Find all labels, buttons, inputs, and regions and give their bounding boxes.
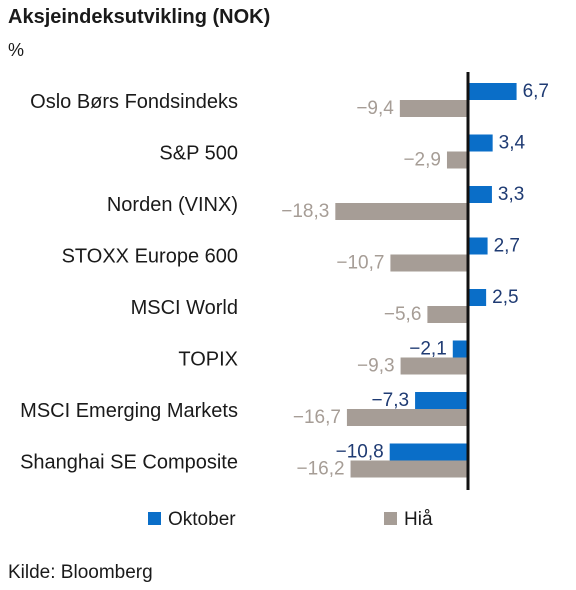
category-label: Norden (VINX) bbox=[107, 194, 238, 216]
oktober-value-label: −10,8 bbox=[336, 442, 384, 463]
oktober-bar bbox=[468, 289, 487, 306]
hia-bar bbox=[446, 151, 468, 169]
oktober-value-label: −2,1 bbox=[409, 339, 447, 360]
category-label: MSCI World bbox=[131, 297, 238, 319]
oktober-value-label: 3,4 bbox=[499, 133, 526, 154]
oktober-bar bbox=[452, 340, 468, 358]
chart-source: Kilde: Bloomberg bbox=[8, 562, 153, 583]
hia-value-label: −5,6 bbox=[384, 304, 422, 325]
hia-value-label: −16,7 bbox=[293, 407, 341, 428]
category-label: STOXX Europe 600 bbox=[62, 246, 238, 268]
oktober-value-label: 2,7 bbox=[494, 236, 520, 257]
legend-swatch bbox=[384, 512, 397, 525]
oktober-value-label: 3,3 bbox=[498, 184, 524, 205]
oktober-bar bbox=[415, 392, 468, 409]
hia-value-label: −2,9 bbox=[403, 150, 441, 171]
category-label: Oslo Børs Fondsindeks bbox=[30, 91, 238, 113]
hia-bar bbox=[350, 460, 468, 478]
hia-bar bbox=[399, 100, 468, 117]
oktober-value-label: 2,5 bbox=[492, 287, 518, 308]
category-label: MSCI Emerging Markets bbox=[20, 400, 238, 422]
oktober-bar bbox=[468, 186, 492, 203]
legend-label: Hiå bbox=[404, 509, 433, 530]
hia-value-label: −9,4 bbox=[356, 98, 394, 119]
oktober-bar bbox=[389, 443, 468, 461]
hia-bar bbox=[346, 409, 468, 426]
category-label: Shanghai SE Composite bbox=[20, 452, 238, 474]
hia-bar bbox=[335, 203, 468, 220]
chart-unit: % bbox=[8, 40, 25, 60]
hia-bar bbox=[400, 357, 468, 375]
hia-value-label: −10,7 bbox=[336, 253, 384, 274]
oktober-value-label: 6,7 bbox=[523, 81, 549, 102]
hia-bar bbox=[390, 254, 468, 272]
chart-title: Aksjeindeksutvikling (NOK) bbox=[8, 6, 271, 28]
hia-value-label: −16,2 bbox=[296, 459, 344, 480]
legend-label: Oktober bbox=[168, 509, 236, 530]
oktober-value-label: −7,3 bbox=[372, 390, 410, 411]
hia-bar bbox=[427, 306, 468, 323]
hia-value-label: −9,3 bbox=[357, 356, 395, 377]
hia-value-label: −18,3 bbox=[281, 201, 329, 222]
category-label: S&P 500 bbox=[159, 143, 238, 165]
oktober-bar bbox=[468, 237, 488, 255]
oktober-bar bbox=[468, 134, 493, 152]
category-label: TOPIX bbox=[178, 349, 238, 371]
oktober-bar bbox=[468, 83, 517, 100]
legend-swatch bbox=[148, 512, 161, 525]
